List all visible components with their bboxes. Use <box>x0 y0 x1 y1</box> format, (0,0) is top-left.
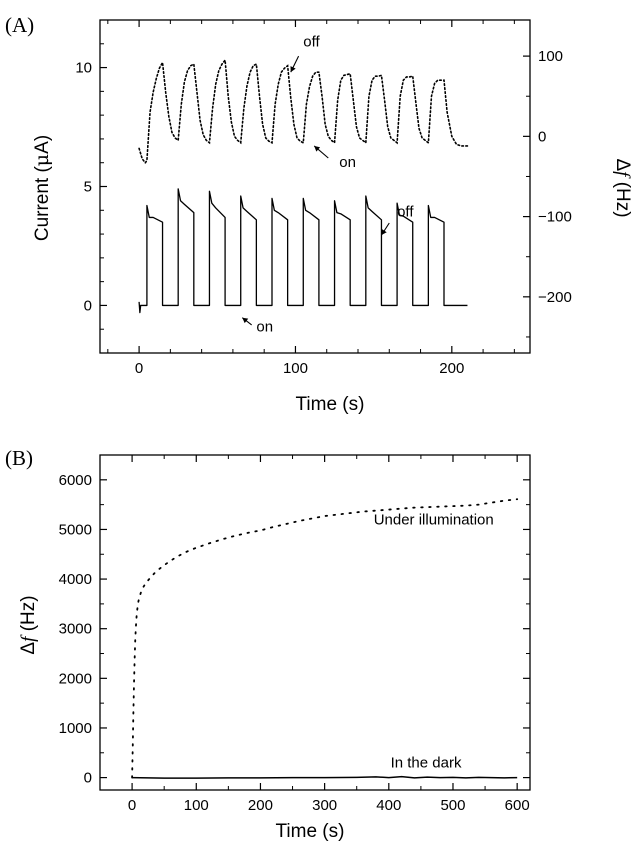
panel-a-annotations: off on off on <box>241 33 414 335</box>
x-tick-label: 100 <box>184 797 209 814</box>
y-left-tick-label: 0 <box>84 297 92 314</box>
x-tick-label: 200 <box>439 360 464 377</box>
left-axis-title-mu: μ <box>31 154 53 166</box>
panel-a-x-axis-title: Time (s) <box>296 394 365 415</box>
panel-b-ticks: 0 100 200 300 400 500 600010002000300040005000… <box>59 455 530 814</box>
x-tick-label: 0 <box>135 360 143 377</box>
panel-b-label: (B) <box>5 446 33 470</box>
panel-a-right-axis-title: Δf (Hz) <box>612 158 633 217</box>
y-tick-label: 4000 <box>59 571 92 588</box>
y-right-tick-label: 100 <box>538 48 563 65</box>
y-tick-label: 2000 <box>59 670 92 687</box>
y-axis-title-suffix: (Hz) <box>18 595 39 636</box>
y-left-tick-label: 5 <box>84 179 92 196</box>
y-tick-label: 6000 <box>59 472 92 489</box>
annotation-label: off <box>397 204 414 221</box>
panel-b-series <box>131 498 519 779</box>
annotation-label: off <box>303 33 320 50</box>
x-tick-label: 300 <box>312 797 337 814</box>
panel-b-y-axis-title: Δf (Hz) <box>18 595 39 654</box>
y-tick-label: 5000 <box>59 521 92 538</box>
x-tick-label: 100 <box>283 360 308 377</box>
annotation-arrow-head <box>314 145 321 152</box>
x-tick-label: 600 <box>505 797 530 814</box>
right-axis-title-f: f <box>612 171 633 179</box>
y-right-tick-label: −100 <box>538 209 572 226</box>
y-tick-label: 1000 <box>59 720 92 737</box>
y-tick-label: 0 <box>84 770 92 787</box>
y-right-tick-label: 0 <box>538 128 546 145</box>
in-the-dark-series <box>132 775 518 779</box>
annotation-arrow-head <box>290 66 296 73</box>
panel-a-series <box>138 58 470 314</box>
panel-b-annotations: Under illumination In the dark <box>374 511 494 771</box>
panel-a-label: (A) <box>5 13 34 37</box>
x-tick-label: 200 <box>248 797 273 814</box>
panel-b: (B) 0 100 200 300 400 500 60001000200030004000… <box>5 446 531 842</box>
panel-a-left-axis-title: Current (μA) <box>31 135 53 241</box>
left-axis-title-suffix: A) <box>32 135 53 154</box>
y-left-tick-label: 10 <box>75 60 92 77</box>
annotation-arrow-head <box>242 317 249 324</box>
y-tick-label: 3000 <box>59 621 92 638</box>
x-tick-label: 0 <box>128 797 136 814</box>
frequency-series-line <box>138 58 470 165</box>
current-series-line <box>138 188 468 314</box>
series-annotation-label: In the dark <box>391 755 462 772</box>
right-axis-title-delta: Δ <box>612 158 633 171</box>
under-illumination-series <box>131 498 519 779</box>
panel-a-plot-frame <box>99 19 531 354</box>
annotation-label: on <box>256 318 273 335</box>
annotation-arrow-head <box>381 229 387 236</box>
panel-b-plot-frame <box>99 454 531 791</box>
right-axis-title-suffix: (Hz) <box>612 176 633 217</box>
series-annotation-label: Under illumination <box>374 511 494 528</box>
panel-b-x-axis-title: Time (s) <box>276 821 345 842</box>
panel-a: (A) 0 100 200 0 5 10 −200 −100 0 100 off on off on T… <box>5 13 633 415</box>
y-axis-title-f: f <box>18 634 39 642</box>
x-tick-label: 500 <box>440 797 465 814</box>
annotation-label: on <box>339 154 356 171</box>
y-axis-title-delta: Δ <box>18 642 39 655</box>
y-right-tick-label: −200 <box>538 289 572 306</box>
left-axis-title-prefix: Current ( <box>32 166 53 242</box>
panel-a-ticks: 0 100 200 0 5 10 −200 −100 0 100 <box>75 20 572 377</box>
x-tick-label: 400 <box>376 797 401 814</box>
